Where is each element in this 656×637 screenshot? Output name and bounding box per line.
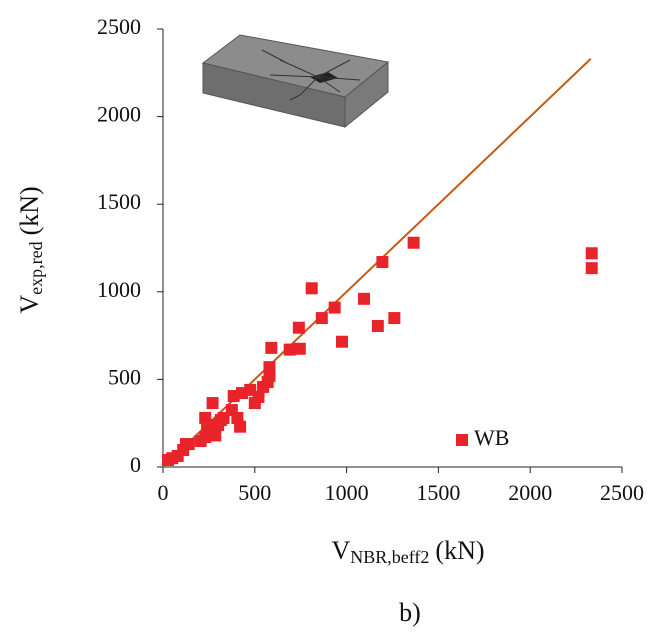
point bbox=[388, 312, 401, 325]
point bbox=[305, 282, 318, 295]
caption: b) bbox=[399, 598, 421, 627]
legend-marker bbox=[456, 434, 468, 446]
y-tick-label: 1000 bbox=[97, 277, 141, 302]
y-tick-label: 0 bbox=[130, 452, 141, 477]
x-tick-label: 1000 bbox=[325, 480, 369, 505]
point bbox=[263, 361, 276, 374]
point bbox=[206, 397, 219, 410]
x-tick-label: 0 bbox=[158, 480, 169, 505]
legend-label: WB bbox=[474, 425, 509, 450]
y-label-unit: (kN) bbox=[15, 186, 44, 235]
point bbox=[328, 301, 341, 314]
point bbox=[585, 262, 598, 275]
point bbox=[585, 247, 598, 260]
point bbox=[407, 236, 420, 249]
point bbox=[358, 292, 371, 305]
x-tick-label: 500 bbox=[238, 480, 271, 505]
x-label-main: V bbox=[331, 536, 350, 565]
y-tick-label: 500 bbox=[108, 364, 141, 389]
y-tick-label: 2500 bbox=[97, 14, 141, 39]
point bbox=[336, 335, 349, 348]
x-tick-label: 1500 bbox=[416, 480, 460, 505]
point bbox=[371, 319, 384, 332]
point bbox=[376, 256, 389, 269]
y-label-sub: exp,red bbox=[26, 241, 46, 294]
point bbox=[252, 390, 265, 403]
point bbox=[283, 343, 296, 356]
point bbox=[292, 321, 305, 334]
x-label-unit: (kN) bbox=[435, 536, 484, 565]
point bbox=[209, 429, 222, 442]
y-tick-label: 2000 bbox=[97, 102, 141, 127]
x-tick-label: 2000 bbox=[508, 480, 552, 505]
x-label-sub: NBR,beff2 bbox=[350, 547, 429, 567]
point bbox=[265, 341, 278, 354]
y-label-main: V bbox=[15, 295, 44, 314]
y-tick-label: 1500 bbox=[97, 189, 141, 214]
point bbox=[234, 420, 247, 433]
point bbox=[315, 312, 328, 325]
slab-inset bbox=[201, 34, 390, 129]
point bbox=[248, 397, 261, 410]
point bbox=[182, 438, 195, 451]
x-axis-label: VNBR,beff2 (kN) bbox=[331, 536, 484, 567]
point bbox=[293, 342, 306, 355]
y-axis-label: Vexp,red (kN) bbox=[15, 186, 46, 313]
x-tick-label: 2500 bbox=[600, 480, 644, 505]
